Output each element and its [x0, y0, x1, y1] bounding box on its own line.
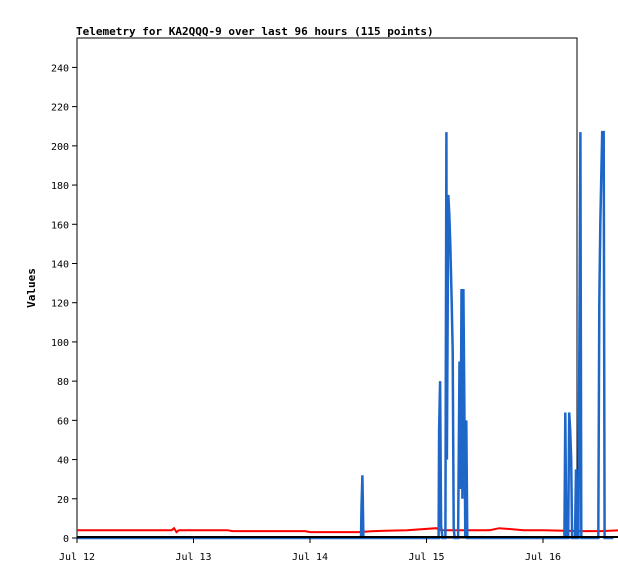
y-tick-label: 60: [57, 416, 69, 427]
y-tick-label: 100: [51, 338, 69, 349]
y-axis: 0 20 40 60 80 100 120 140 160 180 200 220 240: [51, 63, 77, 545]
y-tick-label: 180: [51, 181, 69, 192]
y-tick-label: 160: [51, 220, 69, 231]
y-tick-label: 80: [57, 377, 69, 388]
y-axis-label: Values: [25, 268, 38, 308]
y-tick-label: 140: [51, 259, 69, 270]
y-tick-label: 20: [57, 495, 69, 506]
series-layer: [77, 130, 618, 540]
series-line-1: [77, 526, 618, 534]
x-axis: Jul 12 Jul 13 Jul 14 Jul 15 Jul 16: [59, 538, 561, 563]
x-tick-label: Jul 16: [525, 552, 561, 563]
x-tick-label: Jul 15: [408, 552, 444, 563]
y-tick-label: 40: [57, 456, 69, 467]
y-tick-label: 220: [51, 103, 69, 114]
y-tick-label: 200: [51, 142, 69, 153]
plot-area: [76, 37, 578, 539]
chart-title: Telemetry for KA2QQQ-9 over last 96 hour…: [76, 25, 434, 38]
x-tick-label: Jul 12: [59, 552, 95, 563]
x-tick-label: Jul 13: [175, 552, 211, 563]
y-tick-label: 120: [51, 299, 69, 310]
y-tick-label: 0: [63, 534, 69, 545]
y-tick-label: 240: [51, 63, 69, 74]
x-tick-label: Jul 14: [292, 552, 328, 563]
